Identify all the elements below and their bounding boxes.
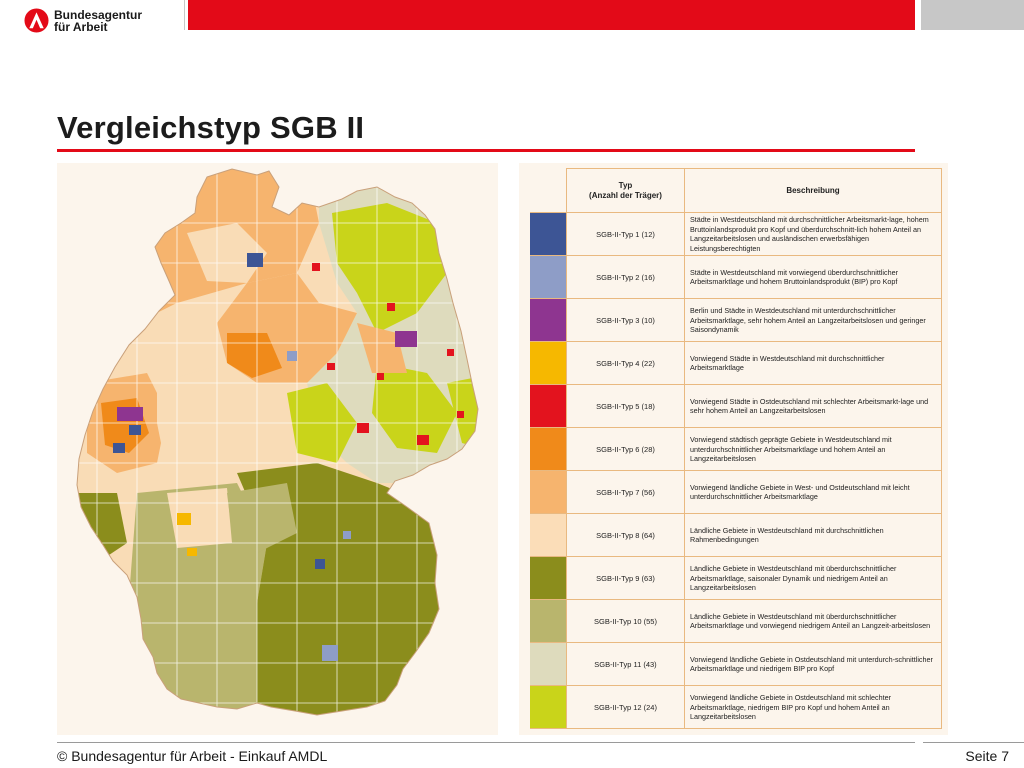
legend-row: SGB-II-Typ 4 (22) Vorwiegend Städte in We… [530,341,942,386]
legend-typ: SGB-II-Typ 8 (64) [566,513,685,558]
legend-typ: SGB-II-Typ 2 (16) [566,255,685,300]
header-grey-bar [921,0,1024,30]
header-red-bar [188,0,915,30]
legend-description: Vorwiegend ländliche Gebiete in Ostdeuts… [684,685,942,730]
legend-typ: SGB-II-Typ 7 (56) [566,470,685,515]
footer-rule-right [923,742,1024,743]
legend-typ: SGB-II-Typ 1 (12) [566,211,685,257]
legend-row: SGB-II-Typ 11 (43) Vorwiegend ländliche G… [530,642,942,687]
legend-swatch [530,298,567,343]
germany-map-panel [57,163,498,735]
legend-typ: SGB-II-Typ 5 (18) [566,384,685,429]
org-name: Bundesagentur für Arbeit [54,9,142,33]
legend-swatch [530,427,567,472]
legend-typ: SGB-II-Typ 9 (63) [566,556,685,601]
legend-swatch [530,599,567,644]
legend-row: SGB-II-Typ 1 (12) Städte in Westdeutschla… [530,211,942,257]
legend-description: Vorwiegend Städte in Ostdeutschland mit … [684,384,942,429]
legend-swatch [530,211,567,257]
org-name-line2: für Arbeit [54,20,108,34]
legend-row: SGB-II-Typ 8 (64) Ländliche Gebiete in We… [530,513,942,558]
legend-description: Städte in Westdeutschland mit vorwiegend… [684,255,942,300]
legend-row: SGB-II-Typ 7 (56) Vorwiegend ländliche Ge… [530,470,942,515]
legend-typ: SGB-II-Typ 3 (10) [566,298,685,343]
title-underline [57,149,915,152]
legend-swatch [530,642,567,687]
legend-typ: SGB-II-Typ 6 (28) [566,427,685,472]
page-title: Vergleichstyp SGB II [57,110,365,145]
legend-swatch [530,384,567,429]
legend-description: Ländliche Gebiete in Westdeutschland mit… [684,513,942,558]
legend-typ: SGB-II-Typ 10 (55) [566,599,685,644]
legend-panel: Typ (Anzahl der Träger) Beschreibung SGB… [519,163,948,735]
ba-logo: Bundesagentur für Arbeit [24,6,174,36]
legend-row: SGB-II-Typ 3 (10) Berlin und Städte in We… [530,298,942,343]
legend-swatch [530,685,567,730]
legend-description: Vorwiegend Städte in Westdeutschland mit… [684,341,942,386]
legend-typ: SGB-II-Typ 4 (22) [566,341,685,386]
legend-row: SGB-II-Typ 10 (55) Ländliche Gebiete in W… [530,599,942,644]
legend-typ: SGB-II-Typ 12 (24) [566,685,685,730]
ba-logo-icon [24,8,49,33]
legend-description: Städte in Westdeutschland mit durchschni… [684,211,942,257]
legend-description: Vorwiegend ländliche Gebiete in Ostdeuts… [684,642,942,687]
legend-description: Ländliche Gebiete in Westdeutschland mit… [684,556,942,601]
footer-page-number: Seite 7 [965,748,1009,764]
legend-header-row: Typ (Anzahl der Träger) Beschreibung [530,168,942,213]
legend-typ: SGB-II-Typ 11 (43) [566,642,685,687]
legend-header-desc: Beschreibung [684,168,942,213]
legend-swatch [530,556,567,601]
germany-map [76,168,479,716]
legend-description: Vorwiegend städtisch geprägte Gebiete in… [684,427,942,472]
legend-row: SGB-II-Typ 5 (18) Vorwiegend Städte in Os… [530,384,942,429]
legend-swatch [530,513,567,558]
header-divider [184,0,185,30]
legend-swatch [530,341,567,386]
legend-table: Typ (Anzahl der Träger) Beschreibung SGB… [530,168,942,730]
legend-description: Ländliche Gebiete in Westdeutschland mit… [684,599,942,644]
legend-header-swatch [530,168,567,213]
legend-header-typ-line2: (Anzahl der Träger) [589,190,662,200]
legend-description: Berlin und Städte in Westdeutschland mit… [684,298,942,343]
org-name-line1: Bundesagentur [54,8,143,22]
legend-swatch [530,255,567,300]
legend-header-typ-line1: Typ [618,180,633,190]
legend-row: SGB-II-Typ 2 (16) Städte in Westdeutschla… [530,255,942,300]
legend-description: Vorwiegend ländliche Gebiete in West- un… [684,470,942,515]
legend-swatch [530,470,567,515]
legend-row: SGB-II-Typ 6 (28) Vorwiegend städtisch ge… [530,427,942,472]
legend-row: SGB-II-Typ 12 (24) Vorwiegend ländliche G… [530,685,942,730]
legend-row: SGB-II-Typ 9 (63) Ländliche Gebiete in We… [530,556,942,601]
footer-rule [57,742,915,743]
legend-header-typ: Typ (Anzahl der Träger) [566,168,685,213]
legend-body: SGB-II-Typ 1 (12) Städte in Westdeutschla… [530,211,942,730]
footer-copyright: © Bundesagentur für Arbeit - Einkauf AMD… [57,748,328,764]
